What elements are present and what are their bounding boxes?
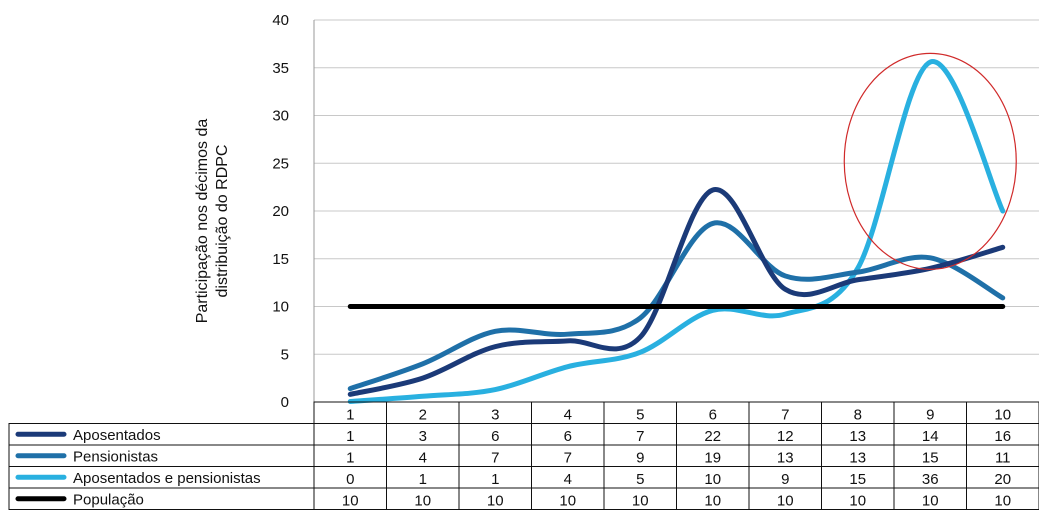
data-label: 16 [994, 428, 1011, 445]
series-line-aposentados [347, 187, 1006, 397]
y-tick-label: 10 [272, 299, 289, 316]
data-label: 15 [849, 471, 866, 488]
data-label: 7 [491, 450, 499, 467]
data-label: 5 [636, 471, 644, 488]
data-label: 13 [777, 450, 794, 467]
series-line-pensionistas [347, 220, 1006, 392]
y-tick-labels: 0 5 10 15 20 25 30 35 40 [272, 12, 289, 411]
y-tick-label: 40 [272, 12, 289, 29]
data-label: 10 [704, 471, 721, 488]
category-label: 3 [491, 407, 499, 424]
data-label: 14 [922, 428, 939, 445]
data-label: 19 [704, 450, 721, 467]
category-label: 8 [854, 407, 862, 424]
category-label: 6 [709, 407, 717, 424]
data-label: 6 [491, 428, 499, 445]
data-label: 1 [346, 450, 354, 467]
data-label: 20 [994, 471, 1011, 488]
data-label: 13 [849, 450, 866, 467]
series-name: Aposentados e pensionistas [73, 470, 261, 487]
data-label: 1 [419, 471, 427, 488]
data-label: 10 [704, 493, 721, 510]
table-cell [966, 487, 1039, 510]
y-tick-label: 5 [281, 346, 289, 363]
category-label: 7 [781, 407, 789, 424]
data-label: 11 [995, 450, 1011, 467]
y-axis-label-line-2: distribuição do RDPC [214, 145, 231, 298]
data-label: 9 [636, 450, 644, 467]
highlight-ellipse [843, 52, 1017, 270]
data-label: 6 [564, 428, 572, 445]
series-name: Pensionistas [73, 449, 158, 466]
category-label: 5 [636, 407, 644, 424]
data-label: 10 [994, 493, 1011, 510]
series-name: Aposentados [73, 427, 161, 444]
data-label: 1 [346, 428, 354, 445]
data-label: 4 [564, 471, 572, 488]
data-label: 15 [922, 450, 939, 467]
data-label: 10 [849, 493, 866, 510]
category-label: 9 [926, 407, 934, 424]
data-label: 1 [491, 471, 499, 488]
y-tick-label: 25 [272, 155, 289, 172]
series-name: População [73, 492, 144, 509]
data-label: 13 [849, 428, 866, 445]
y-tick-label: 15 [272, 251, 289, 268]
category-label: 4 [564, 407, 572, 424]
data-label: 7 [564, 450, 572, 467]
data-label: 22 [704, 428, 721, 445]
data-label: 10 [922, 493, 939, 510]
data-label: 4 [419, 450, 427, 467]
data-label: 10 [342, 493, 359, 510]
y-tick-label: 0 [281, 394, 289, 411]
data-label: 10 [559, 493, 576, 510]
y-axis-label-line-1: Participação nos décimos da [194, 119, 211, 324]
series-line-aposentados-e-pensionistas [347, 59, 1006, 405]
category-label: 1 [346, 407, 354, 424]
series-lines [347, 59, 1006, 405]
y-tick-label: 20 [272, 203, 289, 220]
category-label: 2 [419, 407, 427, 424]
data-label: 9 [781, 471, 789, 488]
y-tick-label: 30 [272, 108, 289, 125]
data-label: 0 [346, 471, 354, 488]
data-label: 36 [922, 471, 939, 488]
category-label: 10 [994, 407, 1011, 424]
data-label: 7 [636, 428, 644, 445]
data-label: 10 [487, 493, 504, 510]
data-label: 10 [632, 493, 649, 510]
y-gridlines [314, 19, 1039, 403]
data-label: 10 [414, 493, 431, 510]
y-tick-label: 35 [272, 60, 289, 77]
data-label: 10 [777, 493, 794, 510]
data-label: 12 [777, 428, 794, 445]
data-label: 3 [419, 428, 427, 445]
